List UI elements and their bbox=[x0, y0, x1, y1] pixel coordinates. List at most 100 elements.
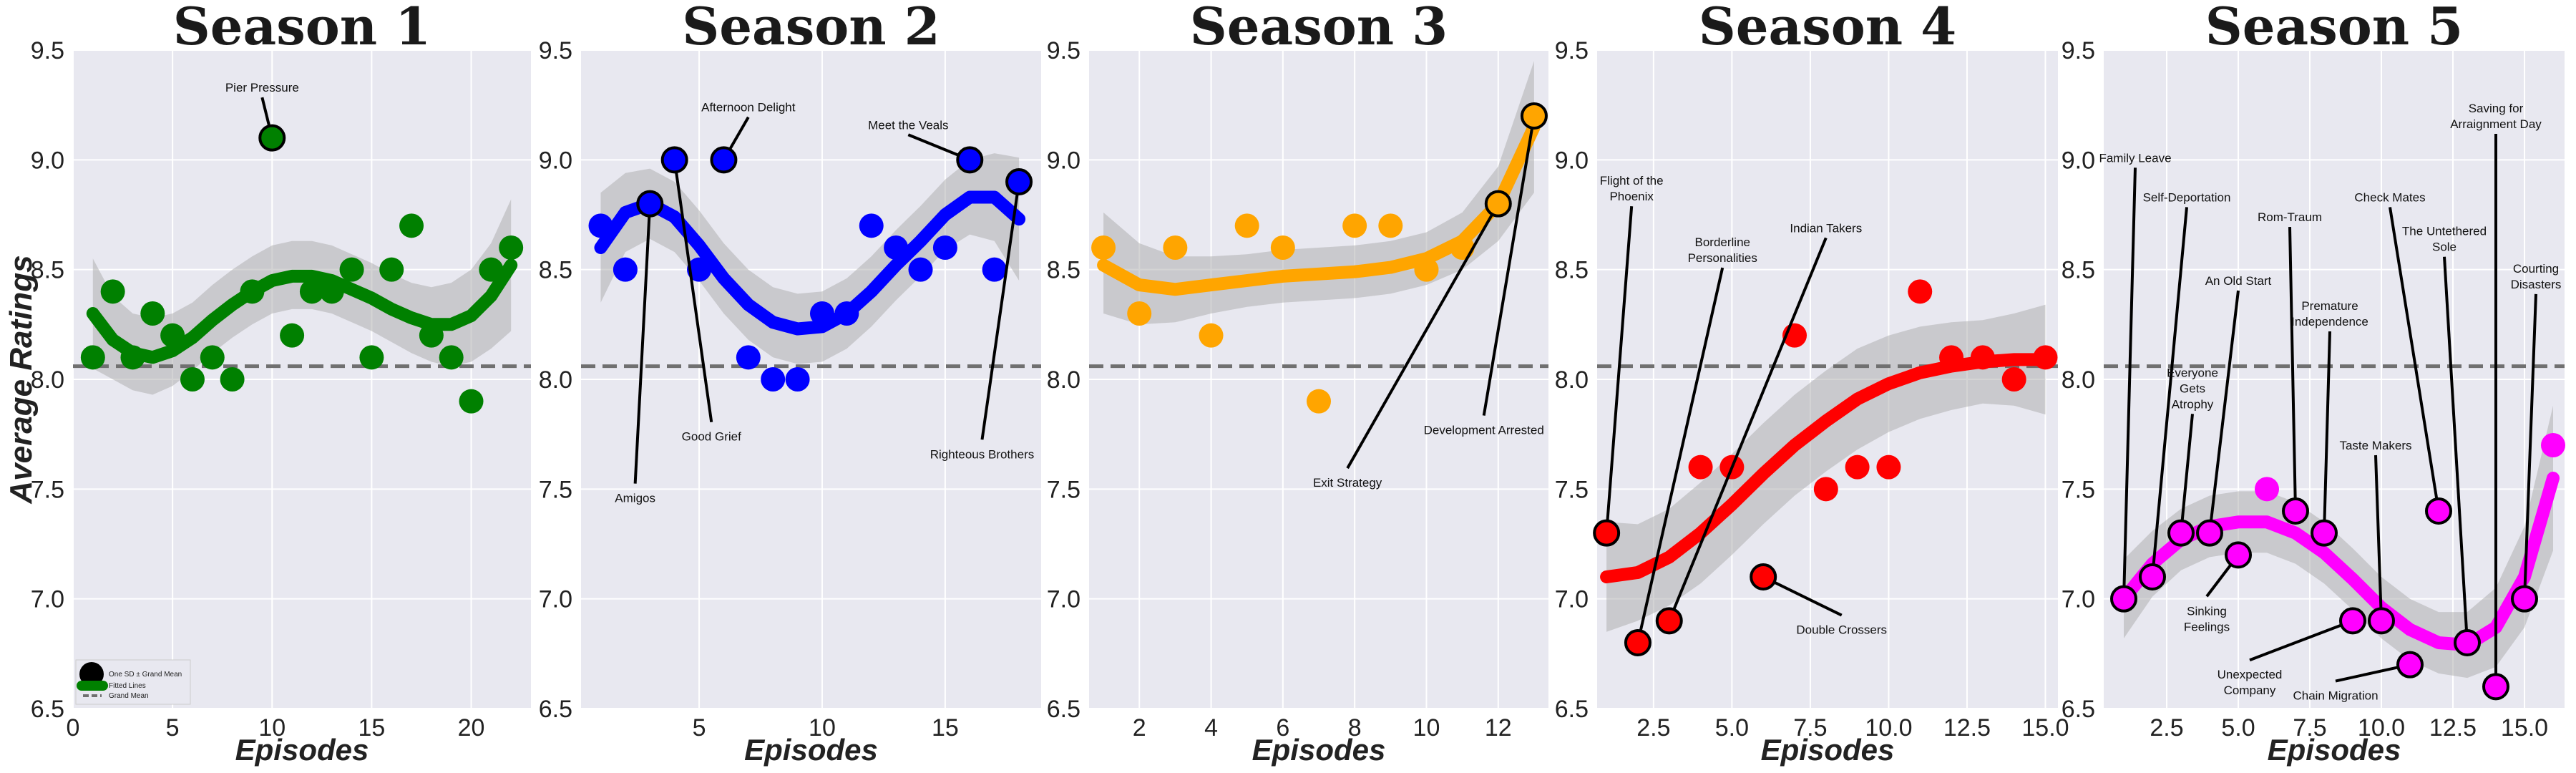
data-point bbox=[140, 301, 165, 326]
annotation-label: Pier Pressure bbox=[225, 81, 299, 94]
annotation-label: Unexpected Company bbox=[2218, 668, 2283, 697]
data-point bbox=[809, 301, 834, 326]
y-tick-label: 8.5 bbox=[31, 257, 64, 284]
data-point bbox=[479, 257, 504, 282]
x-tick-label: 0 bbox=[67, 714, 80, 742]
data-point bbox=[379, 257, 404, 282]
x-tick-label: 20 bbox=[458, 714, 485, 742]
x-tick-label: 12.5 bbox=[1943, 714, 1991, 742]
data-point bbox=[499, 235, 524, 260]
data-point bbox=[319, 279, 344, 304]
data-point bbox=[100, 279, 125, 304]
data-point bbox=[687, 257, 712, 282]
legend-mean-label: Grand Mean bbox=[109, 692, 149, 700]
data-point bbox=[240, 279, 265, 304]
annotation-label: Chain Migration bbox=[2293, 689, 2378, 703]
annotation-leader bbox=[2323, 331, 2331, 521]
annotation-leader bbox=[2443, 256, 2468, 631]
annotation-leader bbox=[2374, 454, 2383, 609]
annotation-leader bbox=[260, 97, 271, 127]
x-tick-label: 10 bbox=[1413, 714, 1440, 742]
annotation-label: An Old Start bbox=[2205, 274, 2272, 288]
y-tick-label: 6.5 bbox=[1047, 696, 1080, 723]
panel-season-1: Pier Pressure 6.5 7.0 7.5 8.0 8.5 9.0 9.5 0 5 10 15… bbox=[31, 0, 531, 767]
panel-season-4: Flight of the Phoenix Borderline Personalit… bbox=[1555, 0, 2069, 767]
data-point bbox=[834, 301, 859, 326]
data-point bbox=[1414, 257, 1439, 282]
y-tick-label: 7.0 bbox=[1555, 586, 1589, 613]
annotation-label: Everyone Gets Atrophy bbox=[2167, 366, 2218, 411]
annotation-leader bbox=[728, 116, 750, 150]
annotation-label: Meet the Veals bbox=[868, 118, 948, 132]
data-point bbox=[1970, 345, 1995, 370]
y-tick-label: 8.0 bbox=[539, 366, 572, 394]
data-point bbox=[710, 146, 738, 174]
x-tick-label: 10 bbox=[258, 714, 286, 742]
legend-sd-marker bbox=[79, 662, 104, 686]
data-point bbox=[2167, 519, 2195, 547]
confidence-band bbox=[2124, 405, 2553, 679]
data-point bbox=[359, 345, 384, 370]
annotation-label: Exit Strategy bbox=[1313, 476, 1382, 490]
data-point bbox=[1939, 345, 1964, 370]
data-point bbox=[1750, 563, 1777, 590]
data-point bbox=[956, 146, 984, 174]
data-point bbox=[736, 345, 761, 370]
y-tick-label: 7.0 bbox=[2062, 586, 2095, 613]
annotation-leader bbox=[980, 193, 1019, 440]
data-point bbox=[785, 367, 810, 392]
annotation-label: Good Grief bbox=[682, 430, 741, 444]
data-point bbox=[459, 389, 484, 414]
annotation-leader bbox=[2210, 290, 2240, 522]
y-tick-label: 7.5 bbox=[31, 476, 64, 503]
annotation-leader bbox=[1606, 206, 1634, 521]
data-point bbox=[220, 367, 245, 392]
y-tick-label: 8.0 bbox=[31, 366, 64, 394]
data-point bbox=[859, 213, 884, 238]
y-tick-label: 8.5 bbox=[2062, 257, 2095, 284]
annotation-label: The Untethered Sole bbox=[2402, 225, 2487, 254]
data-point bbox=[2541, 433, 2565, 457]
data-point bbox=[1450, 235, 1475, 260]
y-tick-label: 9.5 bbox=[539, 37, 572, 64]
annotation-label: Amigos bbox=[615, 492, 655, 505]
annotation-leader bbox=[1482, 127, 1534, 416]
data-point bbox=[180, 367, 205, 392]
y-tick-label: 7.5 bbox=[1047, 476, 1080, 503]
data-point bbox=[613, 257, 638, 282]
y-tick-label: 8.0 bbox=[1047, 366, 1080, 394]
annotation-label: Development Arrested bbox=[1424, 424, 1544, 437]
x-tick-label: 10 bbox=[809, 714, 836, 742]
data-point bbox=[1270, 235, 1295, 260]
data-point bbox=[2110, 585, 2137, 613]
data-point bbox=[2001, 367, 2026, 392]
annotation-label: Taste Makers bbox=[2339, 439, 2411, 452]
x-tick-label: 15.0 bbox=[2021, 714, 2069, 742]
x-tick-label: 7.5 bbox=[1793, 714, 1827, 742]
x-axis-label: Episodes bbox=[744, 733, 878, 767]
data-point bbox=[299, 279, 324, 304]
y-tick-label: 6.5 bbox=[1555, 696, 1589, 723]
data-point bbox=[660, 146, 688, 174]
data-point bbox=[2482, 673, 2509, 701]
x-axis-label: Episodes bbox=[235, 733, 369, 767]
annotation-leader bbox=[2180, 414, 2194, 521]
y-tick-label: 9.5 bbox=[1047, 37, 1080, 64]
annotation-label: Righteous Brothers bbox=[930, 447, 1035, 461]
data-point bbox=[1624, 629, 1652, 656]
season-title: Season 2 bbox=[682, 0, 940, 57]
annotation-leader bbox=[2288, 227, 2297, 500]
annotation-label: Sinking Feelings bbox=[2184, 604, 2230, 633]
data-point bbox=[1091, 235, 1116, 260]
data-point bbox=[1876, 454, 1901, 480]
data-point bbox=[908, 257, 933, 282]
annotation-label: Indian Takers bbox=[1790, 221, 1862, 235]
x-tick-label: 15 bbox=[358, 714, 385, 742]
y-tick-label: 9.5 bbox=[2062, 37, 2095, 64]
x-tick-label: 2.5 bbox=[2150, 714, 2183, 742]
annotation-leader bbox=[1773, 580, 1843, 617]
season-title: Season 4 bbox=[1699, 0, 1957, 57]
y-tick-label: 7.0 bbox=[539, 586, 572, 613]
data-point bbox=[1307, 389, 1331, 414]
